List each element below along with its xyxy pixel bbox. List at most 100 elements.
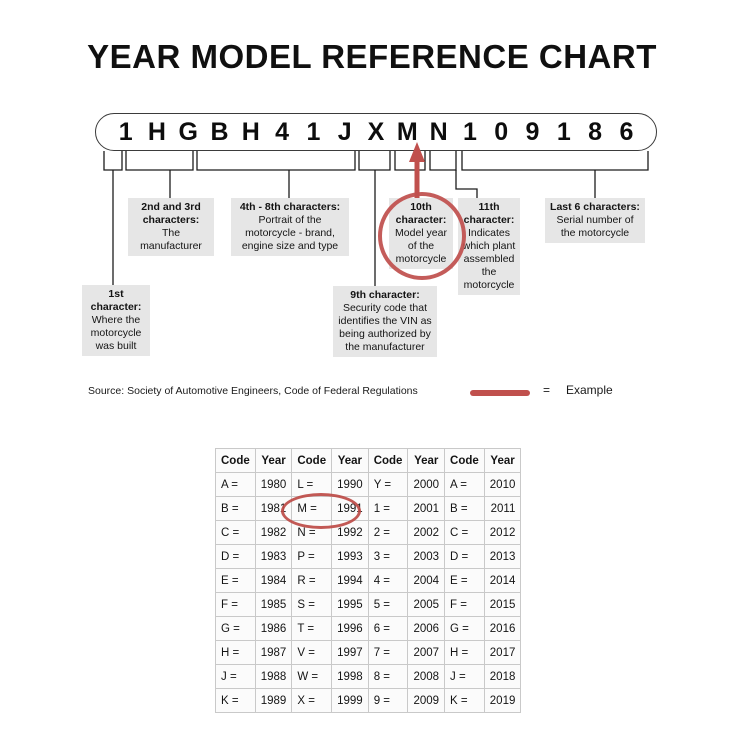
cell-code: B =: [215, 496, 256, 521]
table-row: C = 1982 N = 1992 2 = 2002 C = 2012: [215, 520, 522, 545]
cell-year: 2018: [483, 664, 522, 689]
cell-year: 2001: [407, 496, 446, 521]
cell-year: 2016: [483, 616, 522, 641]
col-header-code-3: Code: [367, 448, 409, 473]
vin-char-13: 0: [494, 117, 509, 146]
table-row: B = 1981 M = 1991 1 = 2001 B = 2011: [215, 496, 522, 521]
table-row: A = 1980 L = 1990 Y = 2000 A = 2010: [215, 472, 522, 497]
vin-char-1: 1: [118, 117, 133, 146]
source-legend-row: Source: Society of Automotive Engineers,…: [88, 383, 648, 401]
cell-code: C =: [215, 520, 256, 545]
cell-code: F =: [215, 592, 256, 617]
col-header-year-1: Year: [254, 448, 293, 473]
table-row: D = 1983 P = 1993 3 = 2003 D = 2013: [215, 544, 522, 569]
vin-char-8: J: [337, 117, 352, 146]
cell-code: K =: [215, 688, 256, 713]
vin-char-9: X: [367, 117, 385, 146]
cell-year: 2010: [483, 472, 522, 497]
cell-code: 4 =: [367, 568, 409, 593]
callout-9th-character-header: 9th character:: [350, 289, 420, 301]
highlight-ellipse-model-year-1991: [281, 493, 361, 529]
callout-1st-character-body: Where the motorcycle was built: [90, 314, 142, 352]
cell-code: C =: [444, 520, 485, 545]
col-header-code-2: Code: [291, 448, 333, 473]
cell-year: 1983: [254, 544, 293, 569]
cell-code: V =: [291, 640, 333, 665]
cell-year: 2000: [407, 472, 446, 497]
cell-code: H =: [444, 640, 485, 665]
cell-code: 5 =: [367, 592, 409, 617]
vin-char-4: B: [210, 117, 229, 146]
callout-1st-character: 1st character: Where the motorcycle was …: [82, 285, 150, 356]
cell-year: 2014: [483, 568, 522, 593]
cell-code: T =: [291, 616, 333, 641]
callout-9th-character-body: Security code that identifies the VIN as…: [338, 302, 432, 353]
callout-last-6-characters: Last 6 characters: Serial number of the …: [545, 198, 645, 243]
col-header-year-2: Year: [331, 448, 369, 473]
cell-year: 1989: [254, 688, 293, 713]
vin-char-10: M: [396, 117, 418, 146]
cell-year: 2009: [407, 688, 446, 713]
callout-11th-character-body: Indicates which plant assembled the moto…: [462, 227, 516, 291]
table-row: H = 1987 V = 1997 7 = 2007 H = 2017: [215, 640, 522, 665]
cell-code: J =: [444, 664, 485, 689]
callout-4th-8th-characters: 4th - 8th characters: Portrait of the mo…: [231, 198, 349, 256]
cell-code: 3 =: [367, 544, 409, 569]
cell-year: 1997: [331, 640, 369, 665]
cell-year: 1996: [331, 616, 369, 641]
cell-year: 2007: [407, 640, 446, 665]
callout-2nd-3rd-characters-body: The manufacturer: [140, 227, 202, 252]
example-equals-sign: =: [543, 383, 551, 397]
vin-char-17: 6: [619, 117, 634, 146]
cell-year: 2004: [407, 568, 446, 593]
cell-code: 9 =: [367, 688, 409, 713]
cell-year: 2008: [407, 664, 446, 689]
cell-year: 2012: [483, 520, 522, 545]
callout-last-6-characters-header: Last 6 characters:: [550, 201, 640, 213]
cell-year: 1998: [331, 664, 369, 689]
callout-4th-8th-characters-header: 4th - 8th characters:: [239, 201, 341, 213]
table-row: G = 1986 T = 1996 6 = 2006 G = 2016: [215, 616, 522, 641]
cell-code: D =: [444, 544, 485, 569]
cell-year: 2002: [407, 520, 446, 545]
table-body: A = 1980 L = 1990 Y = 2000 A = 2010 B = 1981 M = 19…: [215, 472, 522, 713]
cell-code: J =: [215, 664, 256, 689]
cell-code: S =: [291, 592, 333, 617]
vin-char-7: 1: [306, 117, 321, 146]
cell-code: K =: [444, 688, 485, 713]
cell-year: 2011: [483, 496, 522, 521]
vin-char-2: H: [147, 117, 166, 146]
table-row: K = 1989 X = 1999 9 = 2009 K = 2019: [215, 688, 522, 713]
vin-char-6: 4: [275, 117, 290, 146]
vin-char-16: 8: [588, 117, 603, 146]
callout-2nd-3rd-characters: 2nd and 3rd characters: The manufacturer: [128, 198, 214, 256]
cell-year: 2006: [407, 616, 446, 641]
cell-code: 1 =: [367, 496, 409, 521]
cell-code: 8 =: [367, 664, 409, 689]
cell-code: D =: [215, 544, 256, 569]
page-title: YEAR MODEL REFERENCE CHART: [87, 38, 657, 75]
callout-last-6-characters-body: Serial number of the motorcycle: [556, 214, 634, 239]
callout-2nd-3rd-characters-header: 2nd and 3rd characters:: [141, 201, 201, 226]
example-label: Example: [566, 383, 613, 397]
callout-9th-character: 9th character: Security code that identi…: [333, 286, 437, 357]
cell-year: 1993: [331, 544, 369, 569]
vin-char-12: 1: [462, 117, 477, 146]
table-header-row: Code Year Code Year Code Year Code Year: [215, 448, 522, 473]
cell-year: 2019: [483, 688, 522, 713]
cell-year: 2017: [483, 640, 522, 665]
cell-year: 1988: [254, 664, 293, 689]
cell-code: R =: [291, 568, 333, 593]
cell-year: 1984: [254, 568, 293, 593]
cell-code: A =: [215, 472, 256, 497]
cell-year: 1995: [331, 592, 369, 617]
cell-code: Y =: [367, 472, 409, 497]
cell-code: B =: [444, 496, 485, 521]
table-row: F = 1985 S = 1995 5 = 2005 F = 2015: [215, 592, 522, 617]
cell-year: 1994: [331, 568, 369, 593]
col-header-code-4: Code: [444, 448, 485, 473]
cell-code: X =: [291, 688, 333, 713]
col-header-code-1: Code: [215, 448, 256, 473]
cell-code: G =: [215, 616, 256, 641]
cell-code: 7 =: [367, 640, 409, 665]
